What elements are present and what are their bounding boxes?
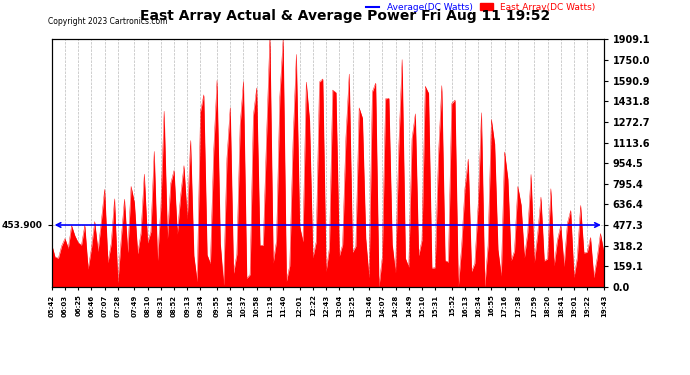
Text: East Array Actual & Average Power Fri Aug 11 19:52: East Array Actual & Average Power Fri Au… [140,9,550,23]
Legend: Average(DC Watts), East Array(DC Watts): Average(DC Watts), East Array(DC Watts) [362,0,599,15]
Text: Copyright 2023 Cartronics.com: Copyright 2023 Cartronics.com [48,17,168,26]
